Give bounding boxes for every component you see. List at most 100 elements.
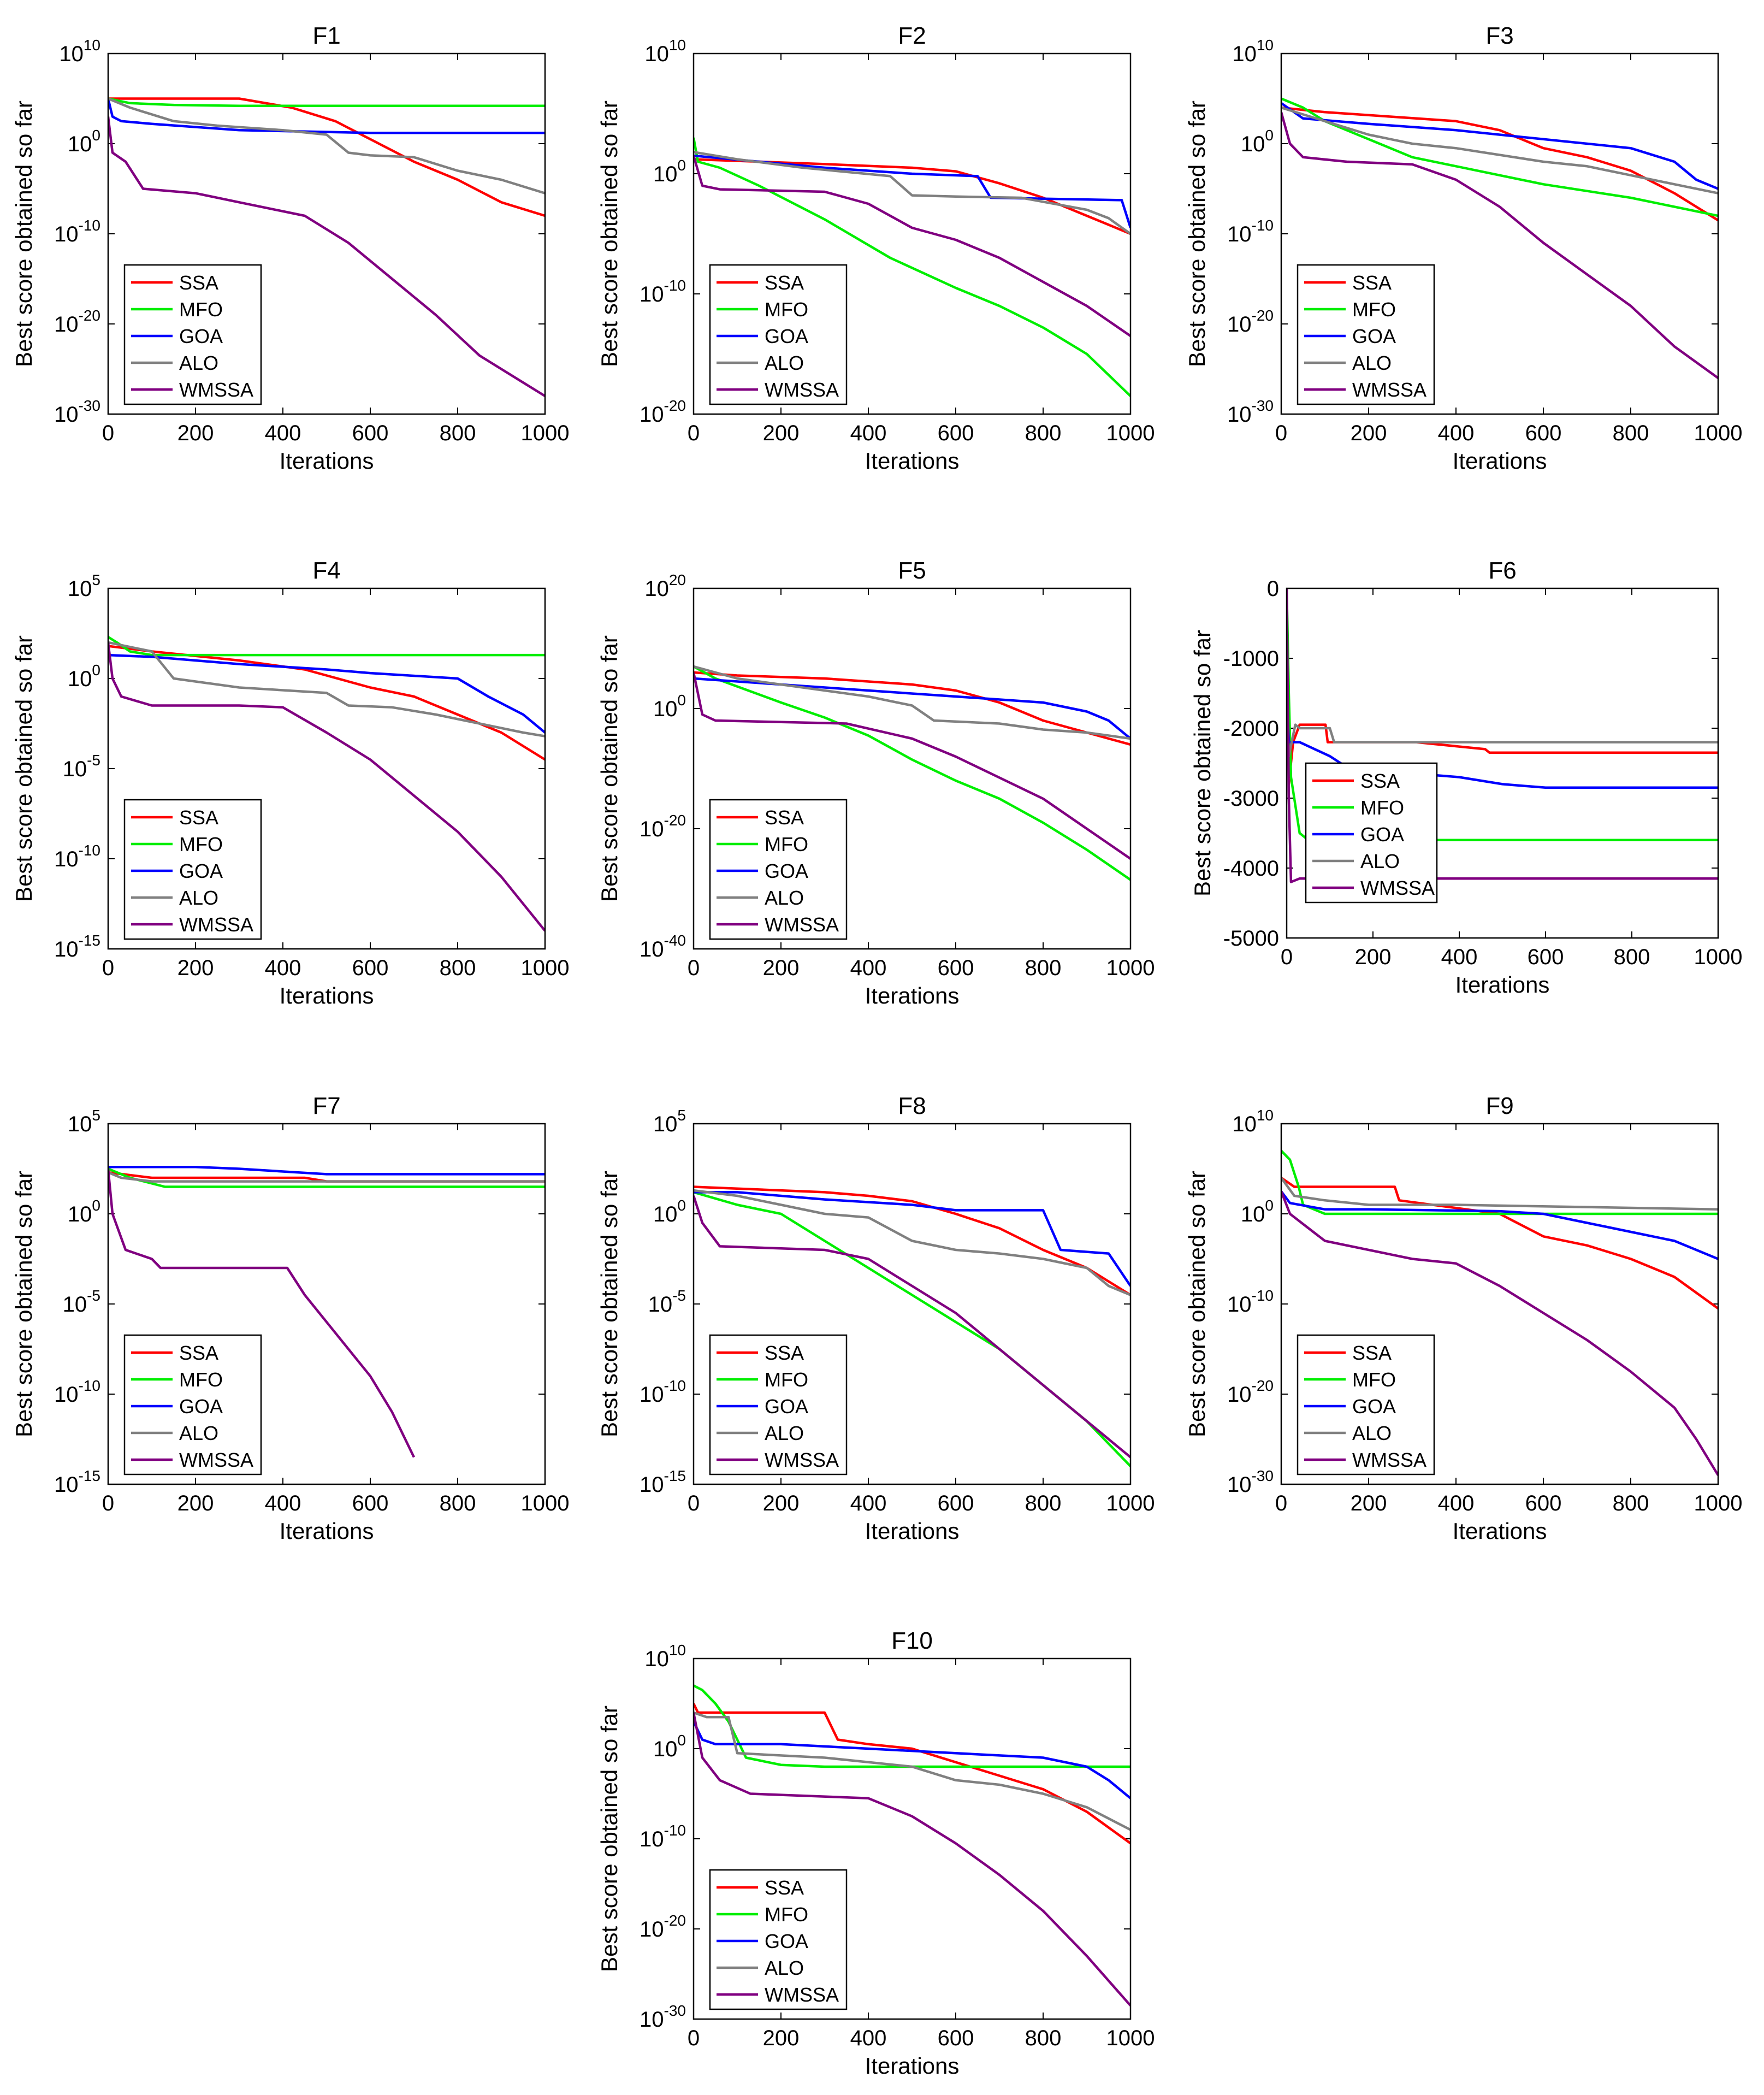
series-line-alo bbox=[694, 151, 1130, 235]
x-tick-label: 0 bbox=[1275, 421, 1287, 445]
x-tick-label: 0 bbox=[688, 956, 700, 980]
series-line-alo bbox=[108, 97, 545, 194]
y-tick-exponent: 0 bbox=[1265, 1197, 1274, 1214]
series-line-wmssa bbox=[108, 642, 545, 932]
legend: SSA MFO GOA ALO WMSSA bbox=[123, 799, 262, 940]
legend-label: ALO bbox=[179, 887, 218, 909]
y-tick-exponent: -10 bbox=[79, 842, 100, 859]
legend-label: SSA bbox=[1360, 770, 1400, 792]
y-tick-base: 10 bbox=[653, 697, 678, 721]
y-tick-exponent: -30 bbox=[664, 2002, 686, 2019]
chart-title: F2 bbox=[898, 22, 926, 49]
series-line-wmssa bbox=[694, 672, 1130, 860]
series-line-wmssa bbox=[694, 1712, 1130, 2007]
series-line-alo bbox=[1281, 106, 1718, 194]
x-tick-label: 600 bbox=[352, 421, 389, 445]
y-tick-base: 10 bbox=[59, 42, 84, 66]
y-tick-exponent: -5 bbox=[672, 1287, 686, 1304]
y-tick-label: 0 bbox=[1267, 577, 1279, 601]
y-tick-label: 100 bbox=[68, 1197, 100, 1226]
legend-label: GOA bbox=[179, 860, 223, 882]
legend-label: SSA bbox=[765, 806, 804, 829]
legend-label: GOA bbox=[1352, 325, 1396, 347]
x-axis-label: Iterations bbox=[865, 2053, 960, 2079]
legend: SSA MFO GOA ALO WMSSA bbox=[709, 264, 848, 405]
x-tick-label: 400 bbox=[265, 421, 301, 445]
x-axis-label: Iterations bbox=[1453, 1518, 1547, 1544]
y-tick-exponent: -20 bbox=[79, 307, 100, 324]
x-axis-label: Iterations bbox=[865, 1518, 960, 1544]
legend-label: SSA bbox=[179, 272, 218, 294]
y-tick-label: 10-30 bbox=[1227, 1467, 1274, 1497]
y-tick-label: 10-10 bbox=[640, 1822, 686, 1851]
x-tick-label: 200 bbox=[763, 2026, 800, 2050]
plot-frame bbox=[107, 587, 546, 950]
x-tick-label: 200 bbox=[177, 421, 214, 445]
y-tick-label: 10-10 bbox=[54, 1377, 100, 1407]
y-tick-base: 10 bbox=[54, 403, 79, 427]
plot-frame bbox=[1286, 587, 1719, 939]
y-tick-base: 10 bbox=[640, 1917, 664, 1941]
y-axis-label: Best score obtained so far bbox=[1184, 101, 1210, 367]
x-tick-label: 800 bbox=[1614, 945, 1650, 969]
chart-f9: F90 200 400 600 800 100010-3010-2010-10100101… bbox=[1184, 1093, 1742, 1544]
y-tick-label: 10-20 bbox=[640, 1912, 686, 1941]
legend-label: ALO bbox=[765, 887, 804, 909]
plot-frame bbox=[692, 1123, 1132, 1485]
x-tick-label: 200 bbox=[763, 1491, 800, 1515]
y-tick-exponent: -5 bbox=[87, 752, 100, 769]
series-line-wmssa bbox=[108, 116, 545, 397]
y-tick-label: 105 bbox=[653, 1107, 686, 1136]
series-line-mfo bbox=[1281, 97, 1718, 217]
legend-label: MFO bbox=[765, 833, 808, 855]
x-tick-label: 800 bbox=[1025, 956, 1062, 980]
y-tick-label: -4000 bbox=[1223, 857, 1279, 881]
chart-f8: F80 200 400 600 800 100010-1510-1010-5100105I… bbox=[596, 1093, 1155, 1544]
y-tick-base: 10 bbox=[68, 577, 92, 601]
y-tick-label: 10-40 bbox=[640, 932, 686, 961]
legend-label: WMSSA bbox=[179, 913, 253, 936]
x-tick-label: 800 bbox=[1613, 1491, 1649, 1515]
y-axis-label: Best score obtained so far bbox=[596, 1705, 622, 1972]
legend-label: WMSSA bbox=[765, 1449, 839, 1471]
y-axis-label: Best score obtained so far bbox=[11, 101, 37, 367]
y-tick-label: 10-5 bbox=[648, 1287, 686, 1317]
x-tick-label: 1000 bbox=[1106, 956, 1155, 980]
y-tick-base: 10 bbox=[54, 312, 79, 337]
chart-title: F9 bbox=[1485, 1093, 1513, 1119]
legend-label: SSA bbox=[765, 1342, 804, 1364]
series-line-mfo bbox=[108, 97, 545, 107]
y-tick-label: 10-5 bbox=[63, 752, 100, 781]
y-tick-base: 10 bbox=[640, 817, 664, 841]
x-tick-label: 0 bbox=[102, 956, 114, 980]
x-tick-label: 800 bbox=[1613, 421, 1649, 445]
y-tick-exponent: -20 bbox=[664, 1912, 686, 1929]
legend-label: SSA bbox=[179, 806, 218, 829]
series-line-wmssa bbox=[1287, 588, 1718, 883]
series-line-goa bbox=[108, 653, 545, 734]
legend-label: MFO bbox=[179, 833, 223, 855]
y-tick-base: 10 bbox=[648, 1293, 673, 1317]
legend-box bbox=[1305, 762, 1438, 904]
legend-label: ALO bbox=[1360, 850, 1400, 872]
legend-box bbox=[123, 1334, 262, 1476]
legend-label: WMSSA bbox=[1352, 379, 1426, 401]
y-tick-exponent: -10 bbox=[664, 1822, 686, 1839]
y-tick-exponent: -15 bbox=[664, 1467, 686, 1484]
y-tick-label: 10-10 bbox=[640, 1377, 686, 1407]
y-tick-label: -5000 bbox=[1223, 926, 1279, 951]
series-line-mfo bbox=[694, 137, 1130, 397]
y-tick-exponent: 0 bbox=[677, 692, 686, 709]
y-tick-label: -2000 bbox=[1223, 717, 1279, 741]
series-line-alo bbox=[694, 1189, 1130, 1296]
legend-label: SSA bbox=[179, 1342, 218, 1364]
y-tick-exponent: 5 bbox=[92, 571, 100, 588]
y-tick-base: 10 bbox=[653, 1737, 678, 1761]
x-tick-label: 800 bbox=[440, 956, 476, 980]
x-tick-label: 0 bbox=[102, 1491, 114, 1515]
y-tick-exponent: 0 bbox=[1265, 127, 1274, 144]
y-tick-exponent: -10 bbox=[664, 277, 686, 294]
x-axis-label: Iterations bbox=[865, 448, 960, 474]
y-tick-label: 1020 bbox=[644, 571, 686, 601]
legend-label: GOA bbox=[1360, 823, 1404, 846]
